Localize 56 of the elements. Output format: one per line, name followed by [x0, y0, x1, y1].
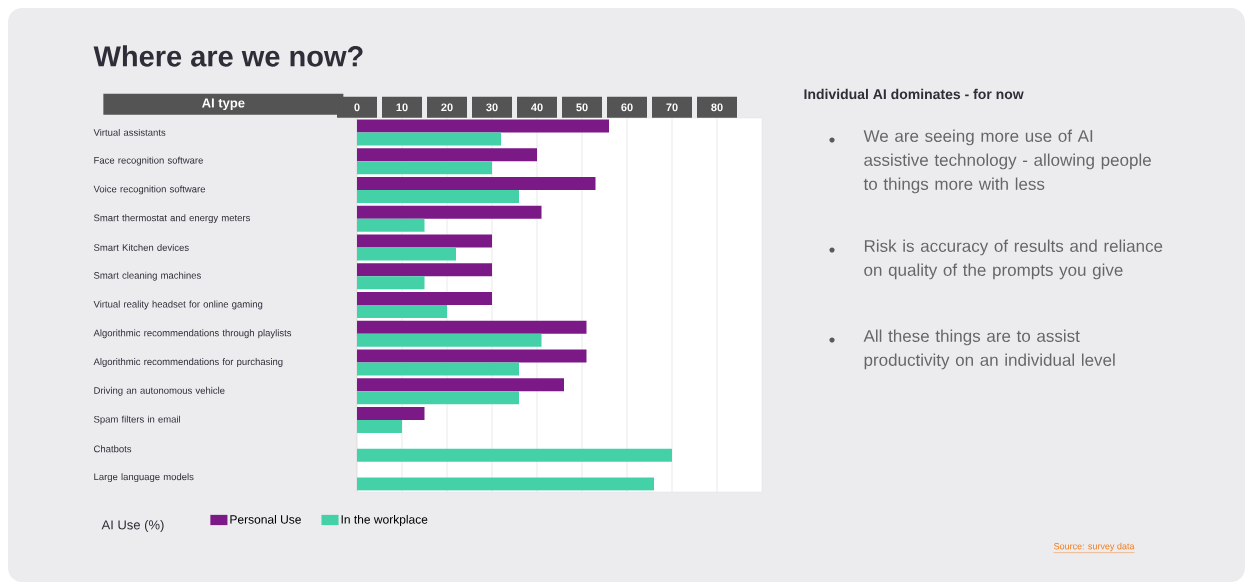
- bar: [357, 176, 596, 190]
- y-tick-label: Chatbots: [94, 445, 132, 453]
- y-axis-title: AI type: [202, 98, 245, 111]
- x-tick-label: 10: [396, 103, 408, 112]
- y-tick-label: Large language models: [94, 473, 194, 483]
- x-tick-label: 80: [711, 103, 723, 112]
- bar: [357, 132, 501, 146]
- x-tick-label: 0: [354, 103, 360, 112]
- y-tick-label: Smart thermostat and energy meters: [93, 214, 250, 224]
- bar: [357, 407, 425, 421]
- text: Individual AI dominates - for now: [804, 88, 1024, 100]
- bar: [357, 333, 542, 347]
- x-tick-label: 70: [666, 103, 678, 112]
- y-tick-label: Algorithmic recommendations for purchasing: [93, 358, 283, 367]
- bar: [357, 477, 654, 491]
- y-tick-label: Virtual reality headset for online gaming: [93, 300, 263, 310]
- bar: [357, 218, 425, 232]
- bar: [357, 119, 609, 133]
- x-tick-label: 30: [486, 103, 498, 112]
- y-tick-label: Spam filters in email: [93, 415, 180, 425]
- y-tick-label: Algorithmic recommendations through playlists: [93, 329, 292, 339]
- y-tick-label: Smart Kitchen devices: [93, 243, 189, 251]
- x-tick-label: 20: [441, 103, 453, 112]
- text: All these things are to assist productivity on an individual level: [863, 329, 1115, 370]
- bar: [357, 148, 537, 162]
- bar: [357, 448, 672, 462]
- bar: [357, 205, 542, 219]
- y-tick-label: Smart cleaning machines: [93, 271, 201, 281]
- bar: [357, 391, 519, 405]
- chart-title: Where are we now?: [93, 45, 363, 67]
- bar: [357, 362, 519, 376]
- y-tick-label: Voice recognition software: [93, 185, 206, 195]
- bar: [357, 349, 587, 363]
- y-tick-label: Driving an autonomous vehicle: [94, 386, 225, 396]
- text: We are seeing more use of AI assistive technology - allowing people to things more with less: [863, 129, 1151, 194]
- legend-label: Personal Use: [230, 514, 301, 524]
- bar: [357, 161, 492, 175]
- legend-label: In the workplace: [341, 514, 428, 527]
- bar: [357, 189, 519, 203]
- bar: [357, 320, 587, 334]
- bar: [357, 304, 448, 318]
- bar: [357, 263, 492, 277]
- bar: [357, 276, 425, 290]
- x-tick-label: 40: [531, 103, 543, 112]
- x-tick-label: 50: [576, 103, 588, 112]
- bar: [357, 247, 456, 261]
- bar: [357, 420, 403, 434]
- legend-title: AI Use (%): [101, 519, 164, 533]
- bar: [357, 234, 492, 248]
- bar: [357, 378, 564, 392]
- source-note: Source: survey data: [1054, 542, 1135, 552]
- y-tick-label: Face recognition software: [94, 156, 203, 166]
- bar: [357, 291, 492, 305]
- y-tick-label: Virtual assistants: [93, 128, 166, 136]
- text: Risk is accuracy of results and reliance on quality of the prompts you give: [864, 239, 1163, 280]
- x-tick-label: 60: [621, 103, 633, 112]
